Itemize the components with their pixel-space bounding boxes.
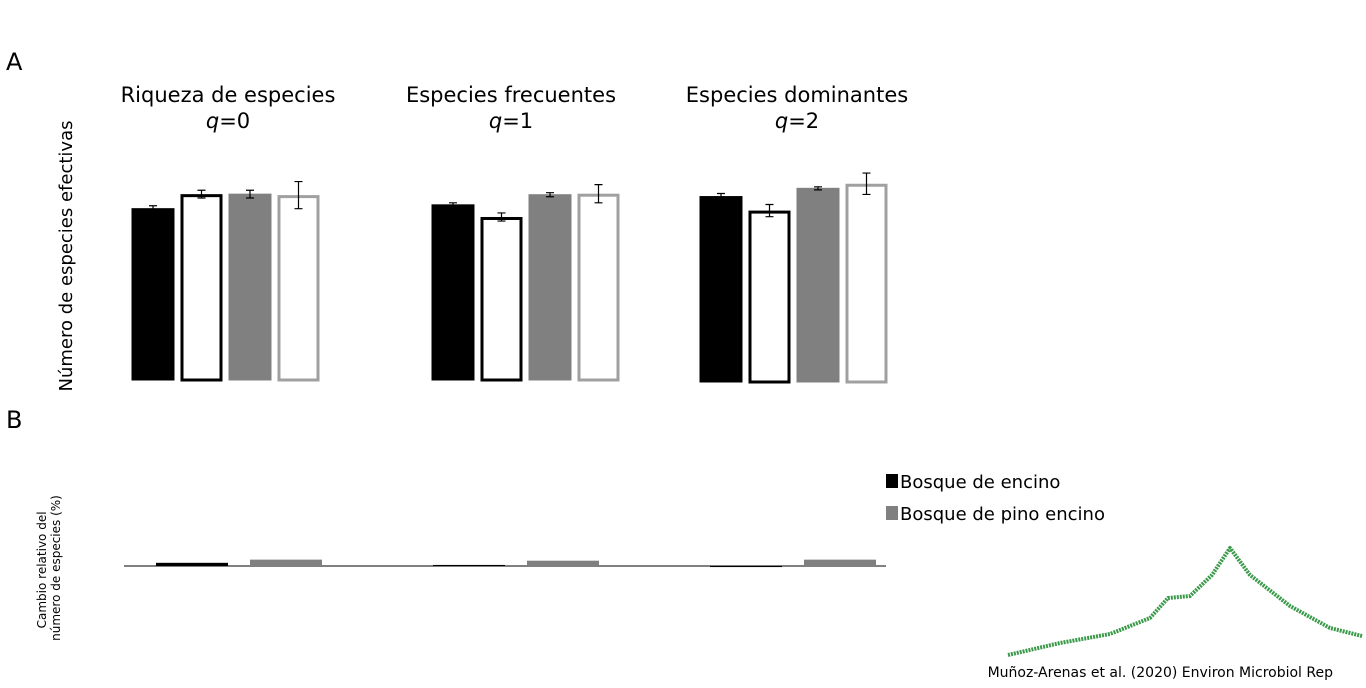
y-axis-label-line1: Cambio relativo del [35,511,49,628]
subtitle-var: q [489,109,502,133]
bar [277,195,320,382]
subtitle-var: q [206,109,219,133]
error-bar [814,186,822,191]
legend-swatch-encino [886,474,898,488]
y-axis-label-line2: número de especies (%) [49,495,63,641]
error-bar [449,202,457,208]
panel-label-b: B [6,406,22,434]
bar [804,559,876,566]
error-bar [197,189,206,199]
bar [431,204,475,381]
bar [250,559,322,566]
chart-subtitle: q=2 [775,109,819,133]
bar [577,193,620,382]
chart-relative-change: Cambio relativo del número de especies (… [35,472,1105,641]
subtitle-rest: =1 [502,109,533,133]
legend-label-encino: Bosque de encino [900,472,1060,493]
legend-swatch-pino-encino [886,506,898,520]
chart-title: Riqueza de especies [121,83,336,107]
bar [228,193,272,381]
bar [180,194,223,382]
bar [796,187,840,383]
bar [433,564,505,566]
error-bar [546,192,554,198]
y-axis-label: Cambio relativo del número de especies (… [35,495,63,641]
subtitle-var: q [775,109,788,133]
chart-title: Especies dominantes [686,83,908,107]
subtitle-rest: =2 [788,109,819,133]
bar [528,194,572,381]
error-bar [149,205,157,213]
bar [156,562,228,566]
chart-subtitle: q=0 [206,109,250,133]
chart-frequent: Especies frecuentes q=1 [406,83,620,382]
bar [699,196,743,383]
bar [710,566,782,568]
bar [527,560,599,566]
panel-label-a: A [6,48,23,76]
bar [748,210,791,384]
error-bar [862,172,871,196]
panel-a-y-axis-label: Número de especies efectivas [56,121,77,392]
subtitle-rest: =0 [219,109,250,133]
mountain-outline [1007,546,1363,657]
chart-subtitle: q=1 [489,109,533,133]
chart-title: Especies frecuentes [406,83,616,107]
chart-dominant: Especies dominantes q=2 [686,83,908,384]
bar [845,183,888,384]
bar [480,216,523,382]
chart-richness: Riqueza de especies q=0 [121,83,336,382]
error-bar [497,212,506,222]
error-bar [294,180,303,210]
error-bar [594,183,603,204]
error-bar [765,203,774,218]
mountain-logo [1007,546,1363,657]
error-bar [717,192,725,201]
citation: Muñoz-Arenas et al. (2020) Environ Micro… [988,665,1334,681]
error-bar [246,189,254,199]
legend-label-pino-encino: Bosque de pino encino [900,504,1105,525]
bar [131,208,175,381]
